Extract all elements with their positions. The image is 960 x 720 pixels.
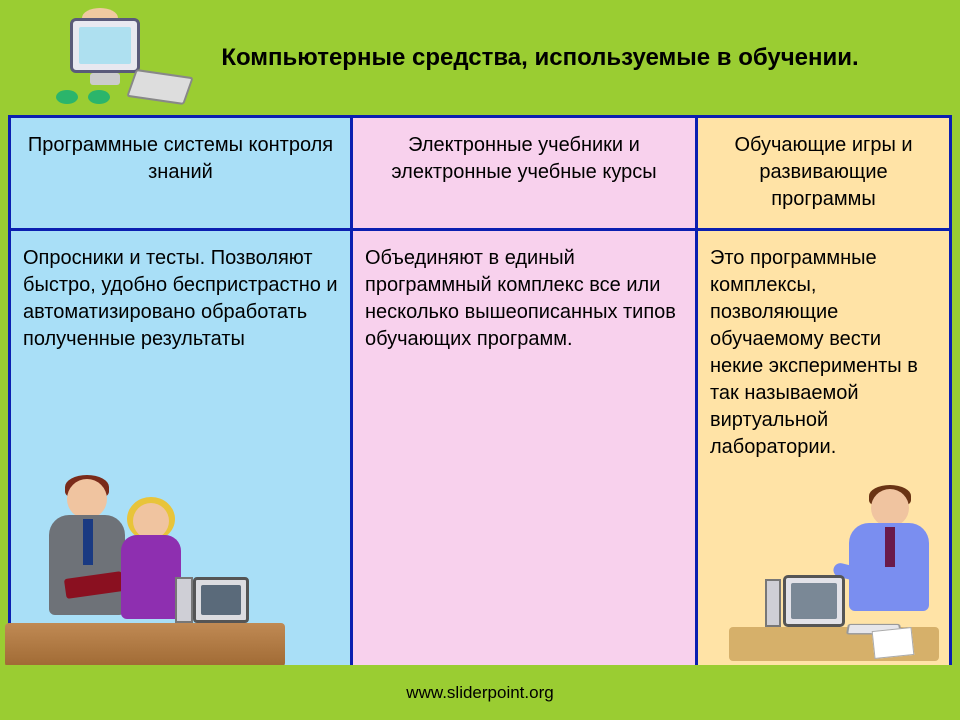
- col3-body-text: Это программные комплексы, позволяющие о…: [710, 247, 918, 458]
- col1-header: Программные системы контроля знаний: [8, 118, 353, 228]
- col2-header: Электронные учебники и электронные учебн…: [353, 118, 698, 228]
- person-computer-illustration: [723, 477, 953, 667]
- col1-body-text: Опросники и тесты. Позволяют быстро, удо…: [23, 247, 338, 350]
- col3-body: Это программные комплексы, позволяющие о…: [698, 231, 952, 671]
- col2-body: Объединяют в единый программный комплекс…: [353, 231, 698, 671]
- content-table: Программные системы контроля знаний Элек…: [8, 115, 952, 674]
- slide: Компьютерные средства, используемые в об…: [0, 0, 960, 720]
- slide-title: Компьютерные средства, используемые в об…: [180, 42, 940, 73]
- slide-footer: www.sliderpoint.org: [0, 665, 960, 720]
- col1-body: Опросники и тесты. Позволяют быстро, удо…: [8, 231, 353, 671]
- people-computer-illustration: [5, 457, 295, 677]
- footer-link-text: www.sliderpoint.org: [406, 683, 553, 703]
- computer-clipart-icon: [20, 8, 180, 108]
- table-header-row: Программные системы контроля знаний Элек…: [8, 118, 952, 231]
- table-body-row: Опросники и тесты. Позволяют быстро, удо…: [8, 231, 952, 674]
- col3-header: Обучающие игры и развивающие программы: [698, 118, 952, 228]
- col2-body-text: Объединяют в единый программный комплекс…: [365, 247, 676, 350]
- slide-header: Компьютерные средства, используемые в об…: [0, 0, 960, 115]
